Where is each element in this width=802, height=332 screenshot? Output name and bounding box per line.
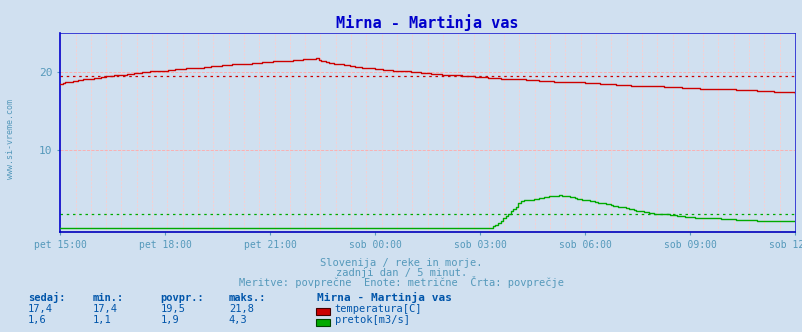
Text: maks.:: maks.: (229, 293, 266, 303)
Title: Mirna - Martinja vas: Mirna - Martinja vas (336, 14, 518, 31)
Text: www.si-vreme.com: www.si-vreme.com (6, 100, 15, 179)
Text: 1,6: 1,6 (28, 315, 47, 325)
Text: 17,4: 17,4 (92, 304, 117, 314)
Text: zadnji dan / 5 minut.: zadnji dan / 5 minut. (335, 268, 467, 278)
Text: 4,3: 4,3 (229, 315, 247, 325)
Text: 1,1: 1,1 (92, 315, 111, 325)
Text: Meritve: povprečne  Enote: metrične  Črta: povprečje: Meritve: povprečne Enote: metrične Črta:… (239, 276, 563, 288)
Text: povpr.:: povpr.: (160, 293, 204, 303)
Text: sedaj:: sedaj: (28, 292, 66, 303)
Text: Mirna - Martinja vas: Mirna - Martinja vas (317, 292, 452, 303)
Text: 19,5: 19,5 (160, 304, 185, 314)
Text: Slovenija / reke in morje.: Slovenija / reke in morje. (320, 258, 482, 268)
Text: min.:: min.: (92, 293, 124, 303)
Text: 17,4: 17,4 (28, 304, 53, 314)
Text: pretok[m3/s]: pretok[m3/s] (334, 315, 409, 325)
Text: temperatura[C]: temperatura[C] (334, 304, 422, 314)
Text: 21,8: 21,8 (229, 304, 253, 314)
Text: 1,9: 1,9 (160, 315, 179, 325)
